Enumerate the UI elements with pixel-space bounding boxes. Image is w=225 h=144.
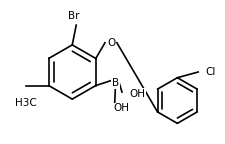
Text: Br: Br xyxy=(68,11,79,21)
Text: B: B xyxy=(112,78,119,88)
Text: Cl: Cl xyxy=(205,67,216,77)
Text: H3C: H3C xyxy=(15,98,37,108)
Text: OH: OH xyxy=(129,89,145,99)
Text: O: O xyxy=(107,38,115,48)
Text: OH: OH xyxy=(114,103,130,113)
